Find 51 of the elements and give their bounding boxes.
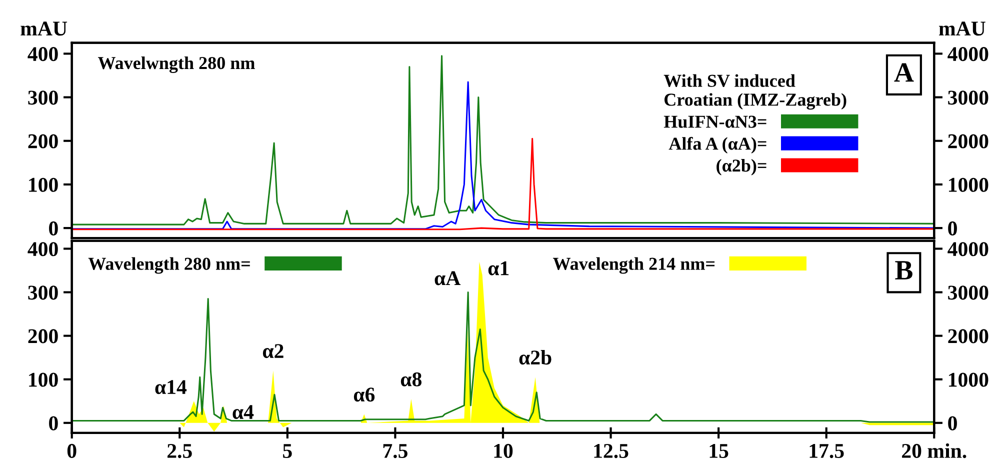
x-tick-label: 15: [710, 444, 728, 458]
y2-tick-label: 1000: [948, 178, 988, 192]
x-tick-label: 5: [283, 444, 292, 458]
legend-label: Wavelength 214 nm=: [552, 257, 715, 274]
y-tick-label: 300: [28, 286, 58, 300]
legend-label: (α2b)=: [716, 159, 766, 176]
annotation: B: [895, 261, 912, 280]
x-tick-label: 20 min.: [902, 443, 966, 458]
y-tick-label: 200: [28, 134, 58, 148]
x-tick-label: 2.5: [167, 444, 192, 458]
annotation: α14: [155, 380, 187, 394]
annotation: α1: [488, 261, 509, 276]
y2-tick-label: 4000: [948, 242, 988, 256]
y2-tick-label: 4000: [948, 47, 988, 62]
y-tick-label: 100: [29, 372, 58, 387]
y-tick-label: 100: [29, 178, 58, 192]
legend-label: Alfa A (αA)=: [668, 136, 766, 154]
annotation: A: [894, 63, 914, 82]
annotation: αA: [434, 271, 461, 286]
y2-axis-title: mAU: [939, 22, 986, 36]
y-axis-title: mAU: [20, 22, 68, 36]
line-series: [72, 138, 934, 230]
annotation: α2: [262, 344, 284, 358]
y-tick-label: 200: [28, 329, 58, 344]
y-tick-label: 300: [28, 90, 58, 105]
y2-tick-label: 3000: [948, 90, 988, 105]
y-tick-label: 400: [28, 47, 58, 62]
annotation: α6: [354, 388, 375, 402]
x-tick-label: 17.5: [810, 444, 844, 458]
x-tick-label: 7.5: [383, 444, 408, 458]
x-tick-label: 10: [494, 444, 513, 458]
x-tick-label: 12.5: [594, 444, 628, 458]
line-series: [72, 291, 934, 423]
y2-tick-label: 2000: [948, 134, 988, 148]
y2-tick-label: 1000: [948, 372, 988, 387]
y-tick-label: 0: [49, 416, 58, 430]
line-series: [72, 55, 934, 226]
legend-title: With SV induced Croatian (IMZ-Zagreb): [664, 74, 846, 110]
y2-tick-label: 2000: [948, 329, 988, 344]
x-tick-label: 0: [67, 444, 76, 458]
y-tick-label: 400: [28, 242, 58, 256]
y-tick-label: 0: [49, 221, 58, 236]
annotation: α2b: [519, 350, 552, 365]
legend-label: Wavelength 280 nm=: [88, 257, 250, 274]
y2-tick-label: 3000: [948, 286, 988, 300]
legend-label: HuIFN-αN3=: [664, 116, 766, 128]
annotation: α4: [232, 405, 254, 420]
annotation: α8: [400, 372, 422, 386]
annotation: Wavelwngth 280 nm: [98, 56, 255, 73]
y2-tick-label: 0: [948, 221, 957, 236]
y2-tick-label: 0: [948, 416, 957, 430]
